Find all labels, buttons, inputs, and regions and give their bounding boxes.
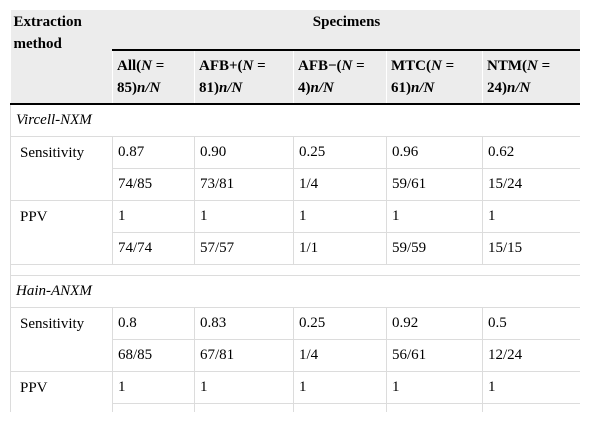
count-cell: 59/61 bbox=[386, 168, 483, 201]
value-cell: 1 bbox=[293, 200, 387, 233]
value-cell: 0.25 bbox=[293, 136, 387, 169]
count-cell: 56/56 bbox=[386, 403, 483, 412]
value-cell: 0.8 bbox=[112, 307, 195, 340]
table-row: Sensitivity 0.87 0.90 0.25 0.96 0.62 bbox=[10, 136, 580, 201]
value-cell: 0.62 bbox=[481, 136, 580, 169]
value-cell: 1 bbox=[481, 200, 580, 233]
count-cell: 1/4 bbox=[293, 339, 387, 372]
value-cell: 0.83 bbox=[194, 307, 294, 340]
count-cell: 67/81 bbox=[194, 339, 294, 372]
value-cell: 0.5 bbox=[481, 307, 580, 340]
value-cell: 0.25 bbox=[293, 307, 387, 340]
table-row: 74/85 73/81 1/4 59/61 15/24 bbox=[11, 168, 580, 201]
count-cell: 68/85 bbox=[112, 339, 195, 372]
header-row-1: Extraction method Specimens bbox=[10, 10, 580, 105]
count-cell: 57/57 bbox=[194, 232, 294, 265]
table-row: 68/85 67/81 1/4 56/61 12/24 bbox=[11, 339, 580, 372]
header-col-afb-pos: AFB+(N = 81)n/N bbox=[194, 50, 294, 105]
value-cell: 1 bbox=[112, 371, 195, 404]
section-label: Vircell-NXM bbox=[10, 103, 580, 137]
value-cell: 0.92 bbox=[386, 307, 483, 340]
count-cell: 74/85 bbox=[112, 168, 195, 201]
count-cell: 67/67 bbox=[194, 403, 294, 412]
table-row: PPV 1 1 1 1 1 bbox=[10, 371, 580, 412]
value-cell: 0.87 bbox=[112, 136, 195, 169]
count-cell: 68/68 bbox=[112, 403, 195, 412]
value-cell: 0.96 bbox=[386, 136, 483, 169]
count-cell: 1/4 bbox=[293, 168, 387, 201]
table-row: 74/74 57/57 1/1 59/59 15/15 bbox=[11, 232, 580, 265]
count-cell: 12/24 bbox=[481, 339, 580, 372]
value-cell: 1 bbox=[386, 200, 483, 233]
metric-label: Sensitivity bbox=[10, 307, 113, 372]
table-row: Sensitivity 0.8 0.83 0.25 0.92 0.5 bbox=[10, 307, 580, 372]
metric-label: PPV bbox=[10, 200, 113, 265]
value-cell: 0.90 bbox=[194, 136, 294, 169]
header-specimens: Specimens bbox=[112, 10, 580, 51]
section-label: Hain-ANXM bbox=[10, 275, 580, 308]
value-cell: 1 bbox=[194, 371, 294, 404]
table-row: 68/68 67/67 1/1 56/56 12/12 bbox=[11, 403, 580, 412]
section-row-hain: Hain-ANXM bbox=[10, 275, 580, 308]
header-extraction-method: Extraction method bbox=[10, 10, 113, 105]
count-cell: 15/24 bbox=[481, 168, 580, 201]
section-row-vircell: Vircell-NXM bbox=[10, 103, 580, 137]
value-cell: 1 bbox=[481, 371, 580, 404]
results-table: Extraction method Specimens All(N = 85)n/… bbox=[10, 10, 580, 412]
value-cell: 1 bbox=[386, 371, 483, 404]
count-cell: 73/81 bbox=[194, 168, 294, 201]
count-cell: 1/1 bbox=[293, 232, 387, 265]
header-col-all: All(N = 85)n/N bbox=[112, 50, 195, 105]
header-col-mtc: MTC(N = 61)n/N bbox=[386, 50, 483, 105]
table-row: PPV 1 1 1 1 1 bbox=[10, 200, 580, 265]
count-cell: 15/15 bbox=[481, 232, 580, 265]
spacer-row bbox=[10, 264, 580, 276]
metric-label: PPV bbox=[10, 371, 113, 412]
value-cell: 1 bbox=[293, 371, 387, 404]
value-cell: 1 bbox=[112, 200, 195, 233]
metric-label: Sensitivity bbox=[10, 136, 113, 201]
value-cell: 1 bbox=[194, 200, 294, 233]
count-cell: 56/61 bbox=[386, 339, 483, 372]
header-row-2: All(N = 85)n/N AFB+(N = 81)n/N AFB−(N = … bbox=[11, 50, 580, 105]
count-cell: 1/1 bbox=[293, 403, 387, 412]
spacer-cell bbox=[10, 264, 580, 276]
results-table-container: Extraction method Specimens All(N = 85)n/… bbox=[10, 10, 580, 412]
count-cell: 12/12 bbox=[481, 403, 580, 412]
count-cell: 59/59 bbox=[386, 232, 483, 265]
count-cell: 74/74 bbox=[112, 232, 195, 265]
header-col-ntm: NTM(N = 24)n/N bbox=[481, 50, 580, 105]
header-col-afb-neg: AFB−(N = 4)n/N bbox=[293, 50, 387, 105]
